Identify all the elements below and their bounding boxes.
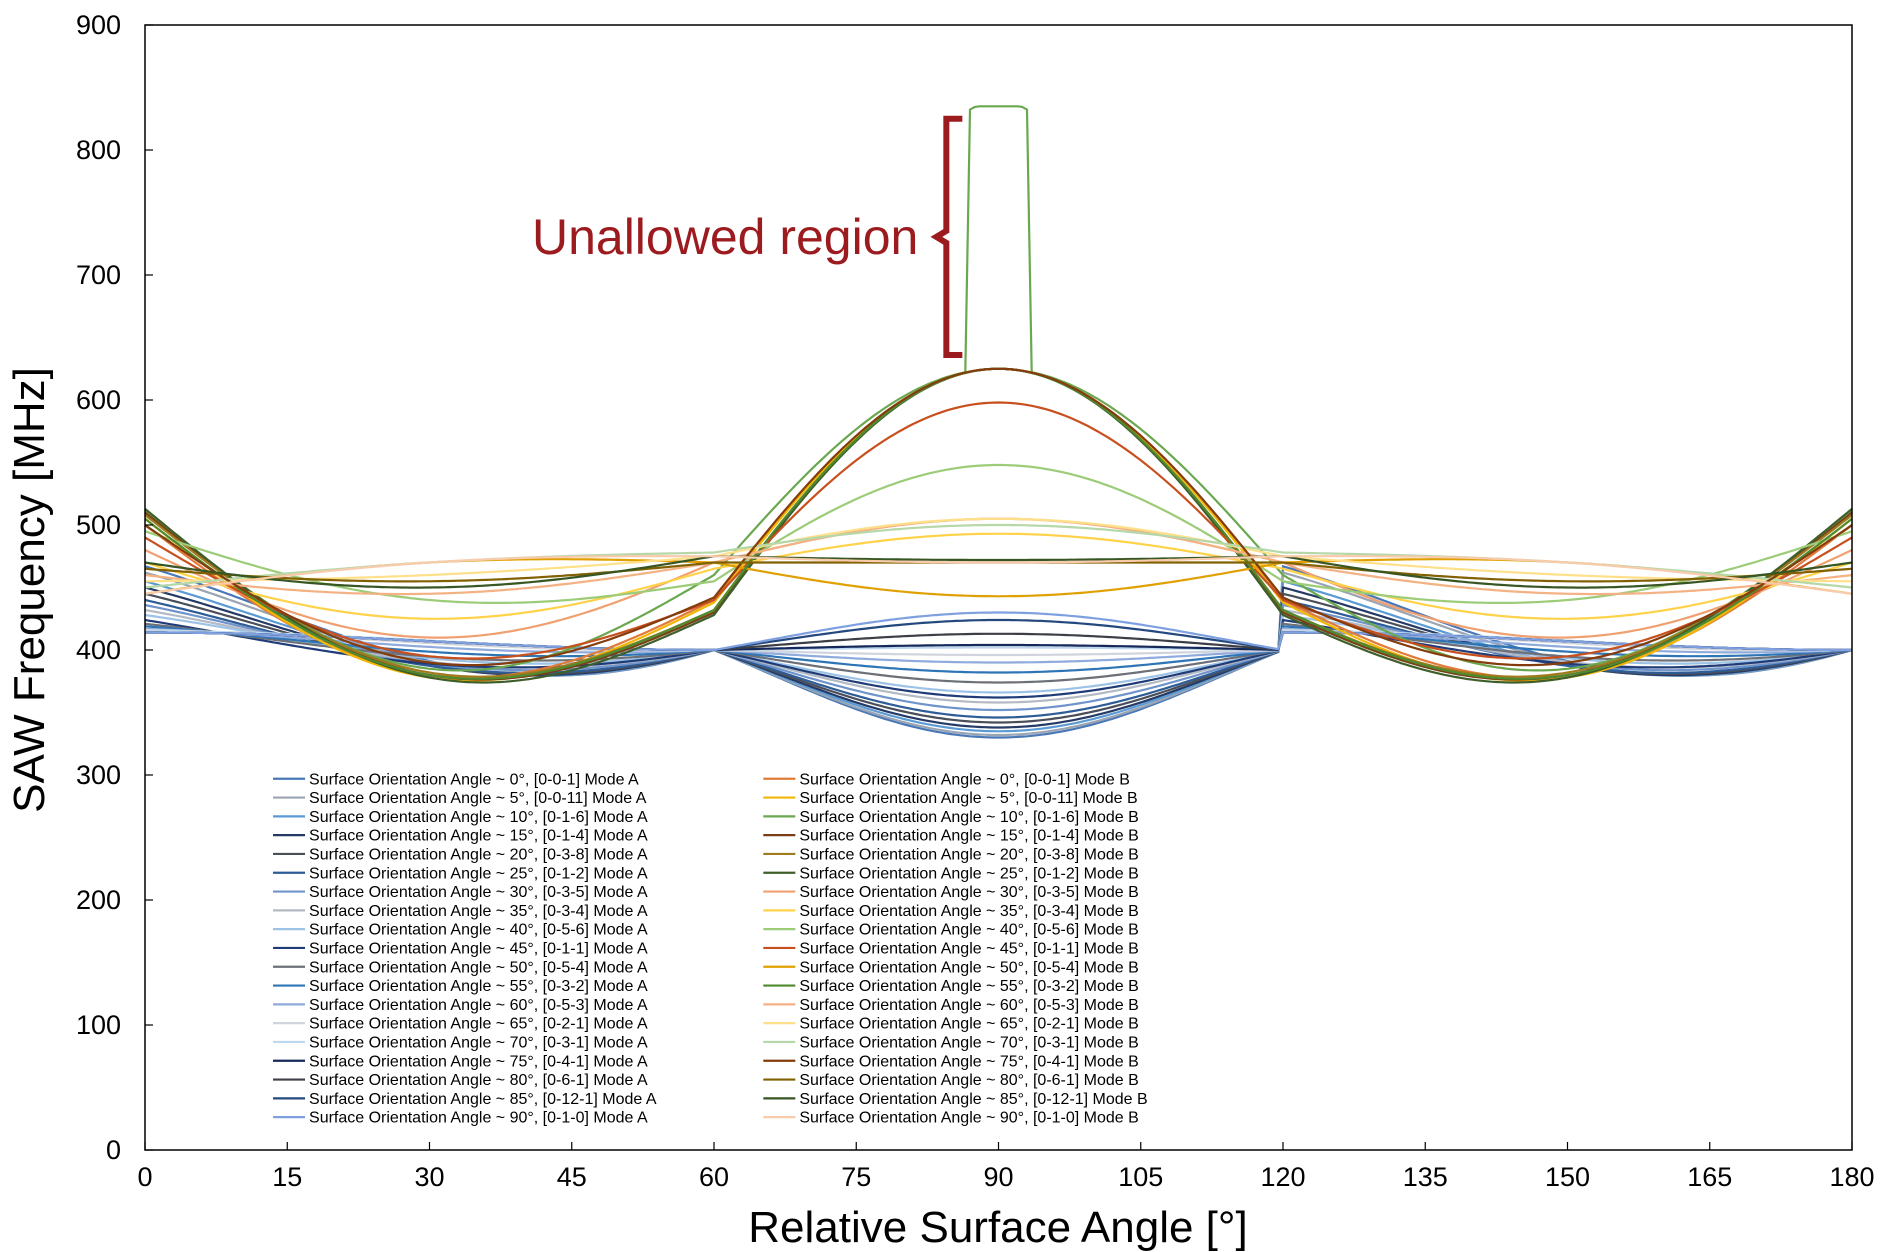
y-tick-label: 300 [76, 760, 121, 790]
y-tick-label: 0 [106, 1135, 121, 1165]
legend-entry: Surface Orientation Angle ~ 80°, [0-6-1]… [799, 1072, 1138, 1089]
x-tick-label: 120 [1260, 1162, 1305, 1192]
legend-entry: Surface Orientation Angle ~ 50°, [0-5-4]… [309, 959, 648, 976]
legend-entry: Surface Orientation Angle ~ 60°, [0-5-3]… [309, 997, 648, 1014]
unallowed-region-annotation: Unallowed region [532, 115, 963, 358]
x-axis: 0 15 30 45 60 75 90 105 120 135 150 165 180 [137, 1142, 1875, 1192]
x-tick-label: 75 [841, 1162, 871, 1192]
legend-entry: Surface Orientation Angle ~ 5°, [0-0-11]… [799, 790, 1137, 807]
legend-entry: Surface Orientation Angle ~ 5°, [0-0-11]… [309, 790, 647, 807]
legend-entry: Surface Orientation Angle ~ 30°, [0-3-5]… [309, 884, 648, 901]
y-axis: 0 100 200 300 400 500 600 700 800 900 [76, 10, 153, 1165]
y-tick-label: 900 [76, 10, 121, 40]
y-tick-label: 800 [76, 135, 121, 165]
y-tick-label: 100 [76, 1010, 121, 1040]
series-line [144, 628, 1853, 657]
x-tick-label: 180 [1829, 1162, 1874, 1192]
y-tick-label: 500 [76, 510, 121, 540]
series-line [144, 613, 1853, 694]
y-tick-label: 200 [76, 885, 121, 915]
x-tick-label: 15 [272, 1162, 302, 1192]
x-tick-label: 135 [1403, 1162, 1448, 1192]
legend-entry: Surface Orientation Angle ~ 0°, [0-0-1] … [309, 771, 639, 788]
legend-entry: Surface Orientation Angle ~ 50°, [0-5-4]… [799, 959, 1138, 976]
unallowed-region-label: Unallowed region [532, 209, 918, 265]
x-tick-label: 60 [699, 1162, 729, 1192]
x-tick-label: 90 [983, 1162, 1013, 1192]
legend-entry: Surface Orientation Angle ~ 35°, [0-3-4]… [799, 903, 1138, 920]
series-line [144, 555, 1853, 595]
legend-entry: Surface Orientation Angle ~ 70°, [0-3-1]… [309, 1034, 648, 1051]
y-tick-label: 600 [76, 385, 121, 415]
legend-entry: Surface Orientation Angle ~ 55°, [0-3-2]… [309, 978, 648, 995]
legend-entry: Surface Orientation Angle ~ 10°, [0-1-6]… [309, 809, 648, 826]
legend-entry: Surface Orientation Angle ~ 25°, [0-1-2]… [309, 865, 648, 882]
legend-entry: Surface Orientation Angle ~ 30°, [0-3-5]… [799, 884, 1138, 901]
legend-entry: Surface Orientation Angle ~ 65°, [0-2-1]… [799, 1016, 1138, 1033]
series-line [144, 627, 1853, 664]
legend-entry: Surface Orientation Angle ~ 45°, [0-1-1]… [309, 940, 648, 957]
x-tick-label: 45 [557, 1162, 587, 1192]
legend-entry: Surface Orientation Angle ~ 35°, [0-3-4]… [309, 903, 648, 920]
legend-entry: Surface Orientation Angle ~ 40°, [0-5-6]… [309, 922, 648, 939]
series-line [144, 401, 1853, 660]
legend-entry: Surface Orientation Angle ~ 45°, [0-1-1]… [799, 940, 1138, 957]
legend-entry: Surface Orientation Angle ~ 0°, [0-0-1] … [799, 771, 1130, 788]
series-line [144, 555, 1853, 589]
legend-entry: Surface Orientation Angle ~ 75°, [0-4-1]… [309, 1053, 648, 1070]
unallowed-region-bracket [930, 115, 963, 358]
legend-entry: Surface Orientation Angle ~ 20°, [0-3-8]… [799, 846, 1138, 863]
y-axis-title: SAW Frequency [MHz] [5, 367, 54, 813]
series-line [144, 618, 1853, 699]
legend-entry: Surface Orientation Angle ~ 85°, [0-12-1… [799, 1091, 1147, 1108]
legend-entry: Surface Orientation Angle ~ 60°, [0-5-3]… [799, 997, 1138, 1014]
legend-entry: Surface Orientation Angle ~ 20°, [0-3-8]… [309, 846, 648, 863]
legend-entry: Surface Orientation Angle ~ 15°, [0-1-4]… [309, 828, 648, 845]
series-layer [144, 105, 1853, 739]
series-line [145, 611, 1852, 652]
series-line [144, 598, 1853, 719]
legend-entry: Surface Orientation Angle ~ 25°, [0-1-2]… [799, 865, 1138, 882]
legend-entry: Surface Orientation Angle ~ 65°, [0-2-1]… [309, 1016, 648, 1033]
x-tick-label: 165 [1687, 1162, 1732, 1192]
series-line [144, 625, 1853, 674]
legend-entry: Surface Orientation Angle ~ 80°, [0-6-1]… [309, 1072, 648, 1089]
legend-entry: Surface Orientation Angle ~ 15°, [0-1-4]… [799, 828, 1138, 845]
series-line [144, 463, 1853, 604]
legend-entry: Surface Orientation Angle ~ 40°, [0-5-6]… [799, 922, 1138, 939]
x-tick-label: 105 [1118, 1162, 1163, 1192]
legend-entry: Surface Orientation Angle ~ 75°, [0-4-1]… [799, 1053, 1138, 1070]
legend-entry: Surface Orientation Angle ~ 10°, [0-1-6]… [799, 809, 1138, 826]
series-line [144, 105, 1853, 672]
series-line [144, 367, 1853, 667]
legend-entry: Surface Orientation Angle ~ 85°, [0-12-1… [309, 1091, 657, 1108]
series-line [144, 532, 1853, 620]
legend-entry: Surface Orientation Angle ~ 90°, [0-1-0]… [799, 1110, 1138, 1127]
series-line [144, 517, 1853, 583]
x-tick-label: 150 [1545, 1162, 1590, 1192]
y-tick-label: 700 [76, 260, 121, 290]
legend: Surface Orientation Angle ~ 0°, [0-0-1] … [273, 771, 1148, 1127]
y-tick-label: 400 [76, 635, 121, 665]
x-tick-label: 30 [414, 1162, 444, 1192]
x-axis-title: Relative Surface Angle [°] [748, 1203, 1247, 1252]
x-tick-label: 0 [137, 1162, 152, 1192]
legend-entry: Surface Orientation Angle ~ 70°, [0-3-1]… [799, 1034, 1138, 1051]
legend-entry: Surface Orientation Angle ~ 90°, [0-1-0]… [309, 1110, 648, 1127]
legend-entry: Surface Orientation Angle ~ 55°, [0-3-2]… [799, 978, 1138, 995]
